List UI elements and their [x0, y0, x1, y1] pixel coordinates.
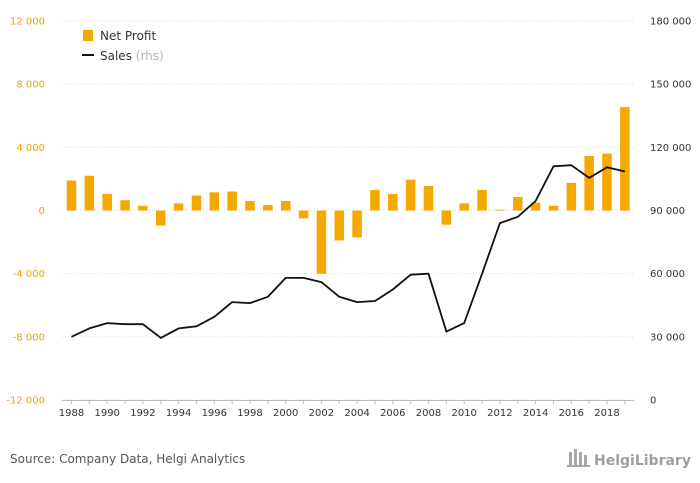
right-tick-label: 90 000 — [650, 206, 685, 217]
left-tick-label: 12 000 — [10, 17, 45, 28]
x-tick-label: 2012 — [487, 408, 512, 419]
left-tick-label: 8 000 — [16, 80, 45, 91]
bar-net-profit-2018 — [602, 153, 612, 211]
x-tick-label: 2006 — [380, 408, 405, 419]
x-tick-label: 1996 — [202, 408, 227, 419]
brand-logo: HelgiLibrary — [567, 449, 691, 469]
legend-swatch-net-profit — [83, 30, 93, 41]
right-tick-label: 180 000 — [650, 17, 691, 28]
x-tick-label: 2016 — [559, 408, 584, 419]
source-note: Source: Company Data, Helgi Analytics — [10, 452, 245, 466]
right-axis: 0 30 000 60 000 90 000 120 000 150 000 180 000 — [650, 17, 691, 407]
bar-net-profit-2000 — [280, 201, 291, 211]
legend-label-sales: Sales (rhs) — [100, 49, 164, 63]
bar-net-profit-2017 — [584, 156, 594, 211]
bar-net-profit-2008 — [423, 186, 434, 211]
x-tick-label: 1990 — [94, 408, 119, 419]
x-axis: 1988 1990 1992 1994 1996 1998 2000 2002 2004 2006… — [59, 400, 634, 419]
bar-net-profit-2004 — [352, 210, 362, 238]
bar-net-profit-2011 — [477, 189, 487, 211]
bar-net-profit-1993 — [156, 210, 166, 226]
x-tick-label: 2014 — [523, 408, 548, 419]
bar-net-profit-1998 — [245, 201, 255, 211]
bar-net-profit-2007 — [405, 179, 416, 211]
right-tick-label: 120 000 — [650, 143, 691, 154]
legend: Net Profit Sales (rhs) — [82, 29, 164, 63]
x-tick-label: 1994 — [166, 408, 191, 419]
bar-net-profit-2010 — [459, 203, 469, 211]
right-tick-label: 30 000 — [650, 332, 685, 343]
x-tick-label: 2002 — [309, 408, 334, 419]
bar-net-profit-1990 — [102, 193, 112, 211]
legend-label-sales-note: (rhs) — [136, 49, 164, 63]
net-profit-bars — [66, 107, 630, 274]
x-tick-label: 1992 — [130, 408, 155, 419]
bar-net-profit-2001 — [298, 210, 309, 219]
bar-net-profit-2005 — [370, 189, 380, 211]
bar-net-profit-2012 — [495, 209, 505, 211]
bar-net-profit-2002 — [316, 210, 327, 274]
right-tick-label: 60 000 — [650, 269, 685, 280]
x-tick-label: 2004 — [344, 408, 369, 419]
legend-label-net-profit: Net Profit — [100, 29, 156, 43]
bar-net-profit-1991 — [120, 200, 130, 211]
left-tick-label: 4 000 — [16, 143, 45, 154]
bar-net-profit-1994 — [173, 203, 184, 211]
bar-net-profit-2014 — [530, 202, 541, 211]
brand-name: HelgiLibrary — [594, 453, 691, 469]
sales-line-layer — [71, 164, 626, 339]
sales-line — [71, 164, 626, 339]
left-tick-label: -4 000 — [13, 269, 45, 280]
x-tick-label: 2010 — [451, 408, 476, 419]
left-axis: -12 000 -8 000 -4 000 0 4 000 8 000 12 000 — [6, 17, 45, 407]
left-tick-label: 0 — [39, 206, 45, 217]
library-icon — [567, 449, 590, 467]
left-tick-label: -12 000 — [6, 396, 45, 407]
bar-net-profit-1989 — [84, 175, 95, 211]
x-tick-label: 2000 — [273, 408, 298, 419]
bar-net-profit-1996 — [209, 192, 220, 211]
bar-net-profit-1992 — [138, 205, 148, 211]
x-tick-label: 2008 — [416, 408, 441, 419]
bar-net-profit-2013 — [513, 197, 523, 211]
bar-net-profit-1988 — [66, 180, 77, 211]
x-tick-label: 1988 — [59, 408, 84, 419]
legend-label-sales-name: Sales — [100, 49, 132, 63]
bar-net-profit-1997 — [227, 191, 237, 211]
bar-net-profit-2006 — [388, 193, 398, 211]
x-tick-label: 2018 — [594, 408, 619, 419]
bar-net-profit-2019 — [620, 107, 630, 211]
x-tick-label: 1998 — [237, 408, 262, 419]
right-tick-label: 150 000 — [650, 80, 691, 91]
bar-net-profit-1995 — [191, 195, 202, 211]
bar-net-profit-2009 — [441, 210, 452, 225]
gridlines — [62, 20, 634, 401]
bar-net-profit-1999 — [263, 204, 273, 211]
bar-net-profit-2003 — [334, 210, 344, 241]
left-tick-label: -8 000 — [13, 332, 45, 343]
bar-net-profit-2016 — [566, 182, 577, 211]
right-tick-label: 0 — [650, 396, 656, 407]
bar-net-profit-2015 — [548, 205, 559, 211]
